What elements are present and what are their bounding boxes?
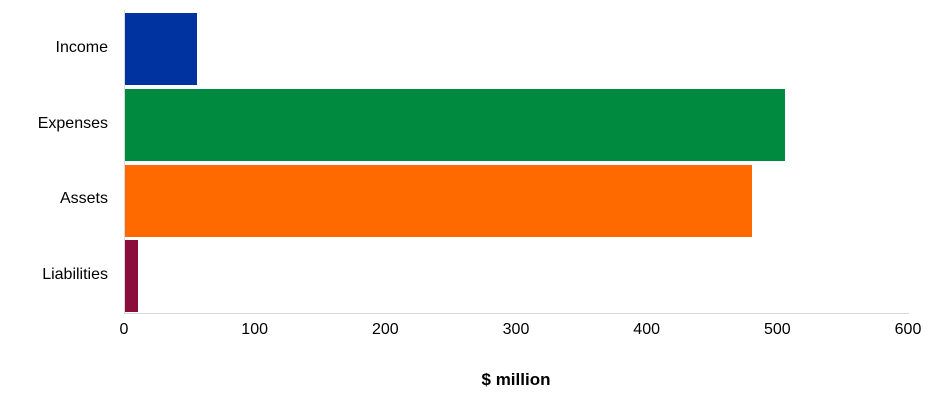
category-label-liabilities: Liabilities bbox=[42, 266, 108, 284]
bar-liabilities bbox=[125, 240, 139, 313]
x-tick-label: 600 bbox=[894, 321, 922, 338]
x-axis-tick-labels: 0 100 200 300 400 500 600 bbox=[0, 322, 946, 342]
x-tick-label: 0 bbox=[119, 321, 129, 338]
bar-income bbox=[125, 13, 197, 85]
bar-expenses bbox=[125, 88, 785, 161]
category-label-assets: Assets bbox=[59, 190, 108, 208]
x-tick-label: 300 bbox=[502, 321, 530, 338]
x-tick-label: 500 bbox=[763, 321, 791, 338]
x-tick-label: 400 bbox=[633, 321, 661, 338]
x-tick-label: 200 bbox=[371, 321, 399, 338]
x-axis-title: $ million bbox=[481, 370, 551, 389]
category-label-income: Income bbox=[55, 38, 108, 56]
plot-area bbox=[124, 10, 909, 314]
category-label-expenses: Expenses bbox=[37, 114, 108, 132]
bar-assets bbox=[125, 164, 753, 237]
x-tick-label: 100 bbox=[241, 321, 269, 338]
y-axis-category-labels: Income Expenses Assets Liabilities bbox=[0, 10, 108, 313]
